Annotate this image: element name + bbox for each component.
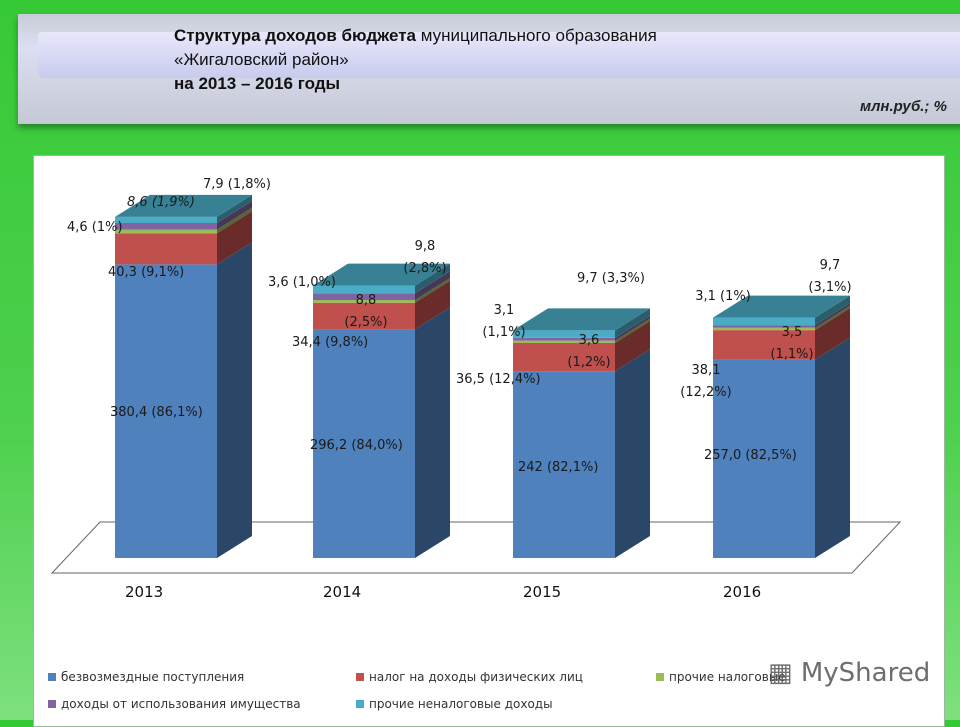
bar-side-2015-series-0	[615, 349, 650, 558]
bar-2014-series-0	[313, 329, 415, 558]
legend-swatch	[356, 700, 364, 708]
legend-label: прочие налоговые	[669, 670, 786, 684]
bar-side-2015-series-1	[615, 320, 650, 372]
legend-label: налог на доходы физических лиц	[369, 670, 583, 684]
legend-item: безвозмездные поступления	[48, 670, 244, 684]
legend-label: безвозмездные поступления	[61, 670, 245, 684]
bar-2015-series-3	[513, 337, 615, 341]
data-label: 9,8 (2,8%)	[403, 239, 447, 276]
legend-item: прочие неналоговые доходы	[356, 697, 553, 711]
bar-2016-series-1	[713, 330, 815, 360]
legend-swatch	[656, 673, 664, 681]
bar-side-2015-series-4	[615, 308, 650, 338]
bar-side-2014-series-3	[415, 271, 450, 300]
data-label: 242 (82,1%)	[518, 460, 599, 475]
bar-2014-series-4	[313, 285, 415, 294]
data-label: 3,1 (1%)	[695, 289, 751, 304]
bar-top-2015	[513, 308, 650, 331]
unit-label: млн.руб.; %	[860, 98, 947, 115]
data-label: 3,6 (1,2%)	[567, 333, 611, 370]
legend-swatch	[356, 673, 364, 681]
bar-side-2016-series-1	[815, 308, 850, 360]
bar-2016-series-2	[713, 327, 815, 331]
bar-side-2015-series-2	[615, 318, 650, 343]
title-rest: муниципального образования	[415, 26, 657, 45]
data-label: 296,2 (84,0%)	[310, 438, 403, 453]
bar-2013-series-3	[115, 223, 217, 230]
legend-swatch	[48, 700, 56, 708]
bar-2013-series-2	[115, 229, 217, 234]
bar-2015-series-0	[513, 371, 615, 558]
bar-side-2013-series-4	[217, 194, 252, 224]
bar-side-2016-series-0	[815, 337, 850, 558]
bar-2016-series-0	[713, 359, 815, 558]
data-label: 3,1 (1,1%)	[482, 303, 526, 340]
data-label: 36,5 (12,4%)	[456, 372, 541, 387]
legend-swatch	[48, 673, 56, 681]
legend-label: доходы от использования имущества	[61, 697, 301, 711]
data-label: 8,8 (2,5%)	[344, 293, 388, 330]
bar-2013-series-4	[115, 216, 217, 224]
bar-2015-series-4	[513, 330, 615, 338]
bar-top-2014	[313, 263, 450, 286]
data-label: 380,4 (86,1%)	[110, 405, 203, 420]
data-label: 38,1 (12,2%)	[680, 363, 732, 400]
data-label: 3,6 (1,0%)	[268, 275, 336, 290]
bar-side-2013-series-2	[217, 207, 252, 234]
bar-side-2014-series-1	[415, 280, 450, 330]
bar-side-2013-series-1	[217, 211, 252, 265]
bar-side-2014-series-2	[415, 277, 450, 303]
bar-2016-series-4	[713, 317, 815, 326]
watermark: ▦ MyShared	[768, 658, 931, 688]
bar-top-2016	[713, 295, 850, 318]
bar-side-2016-series-3	[815, 303, 850, 328]
bar-side-2013-series-3	[217, 201, 252, 230]
bar-side-2014-series-4	[415, 263, 450, 294]
bar-2015-series-1	[513, 342, 615, 372]
x-tick-label: 2016	[723, 583, 762, 601]
legend-item: налог на доходы физических лиц	[356, 670, 583, 684]
bar-top-2013	[115, 194, 252, 217]
bar-2014-series-3	[313, 293, 415, 300]
title-line3: на 2013 – 2016 годы	[174, 74, 341, 93]
bar-side-2013-series-0	[217, 242, 252, 558]
x-tick-label: 2013	[125, 583, 164, 601]
bar-2014-series-2	[313, 299, 415, 303]
bar-2014-series-1	[313, 302, 415, 330]
bar-2016-series-3	[713, 325, 815, 328]
bar-2015-series-2	[513, 340, 615, 343]
watermark-text: MyShared	[800, 658, 931, 688]
legend-item: доходы от использования имущества	[48, 697, 301, 711]
data-label: 9,7 (3,3%)	[577, 271, 645, 286]
data-label: 8,6 (1,9%)	[127, 195, 195, 210]
x-tick-label: 2014	[323, 583, 362, 601]
data-label: 4,6 (1%)	[67, 220, 123, 235]
title-bold: Структура доходов бюджета	[174, 26, 416, 45]
banner-band	[38, 32, 960, 78]
bar-side-2016-series-2	[815, 305, 850, 331]
legend-label: прочие неналоговые доходы	[369, 697, 553, 711]
bar-2013-series-0	[115, 264, 217, 558]
data-label: 7,9 (1,8%)	[203, 177, 271, 192]
title-banner	[18, 14, 960, 124]
bar-side-2015-series-3	[615, 315, 650, 341]
legend-item: прочие налоговые	[656, 670, 786, 684]
data-label: 40,3 (9,1%)	[108, 265, 185, 280]
data-label: 34,4 (9,8%)	[292, 335, 369, 350]
x-tick-label: 2015	[523, 583, 562, 601]
chart-floor	[50, 521, 902, 574]
data-label: 3,5 (1,1%)	[770, 325, 814, 362]
title-line2: «Жигаловский район»	[174, 50, 349, 69]
page-title: Структура доходов бюджета муниципального…	[174, 24, 657, 96]
bar-side-2014-series-0	[415, 307, 450, 558]
data-label: 9,7 (3,1%)	[808, 258, 852, 295]
bar-2013-series-1	[115, 233, 217, 265]
bar-side-2016-series-4	[815, 295, 850, 326]
data-label: 257,0 (82,5%)	[704, 448, 797, 463]
